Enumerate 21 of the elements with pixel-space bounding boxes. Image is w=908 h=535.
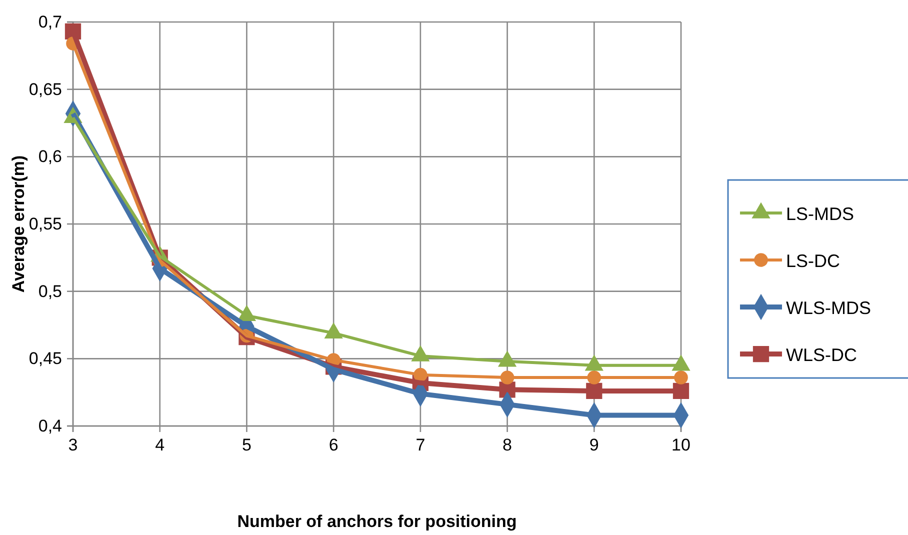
y-tick-label: 0,6 [38,147,62,166]
x-axis-title: Number of anchors for positioning [237,512,517,531]
x-tick-label: 9 [589,435,599,454]
y-tick-label: 0,65 [28,80,62,99]
x-tick-label: 10 [672,435,690,454]
legend-label: WLS-MDS [786,298,871,318]
y-tick-label: 0,45 [28,349,62,368]
y-axis-title: Average error(m) [9,155,28,293]
x-tick-label: 5 [242,435,252,454]
y-tick-label: 0,7 [38,12,62,32]
x-tick-label: 4 [155,435,165,454]
y-tick-label: 0,5 [38,282,62,301]
x-tick-label: 3 [68,435,78,454]
y-tick-label: 0,4 [38,416,62,436]
x-tick-label: 8 [502,435,512,454]
legend-label: LS-DC [786,251,840,271]
legend-label: WLS-DC [786,345,857,365]
legend-label: LS-MDS [786,204,854,224]
y-tick-label: 0,55 [28,214,62,234]
x-tick-label: 7 [416,435,426,454]
x-tick-label: 6 [328,435,338,454]
